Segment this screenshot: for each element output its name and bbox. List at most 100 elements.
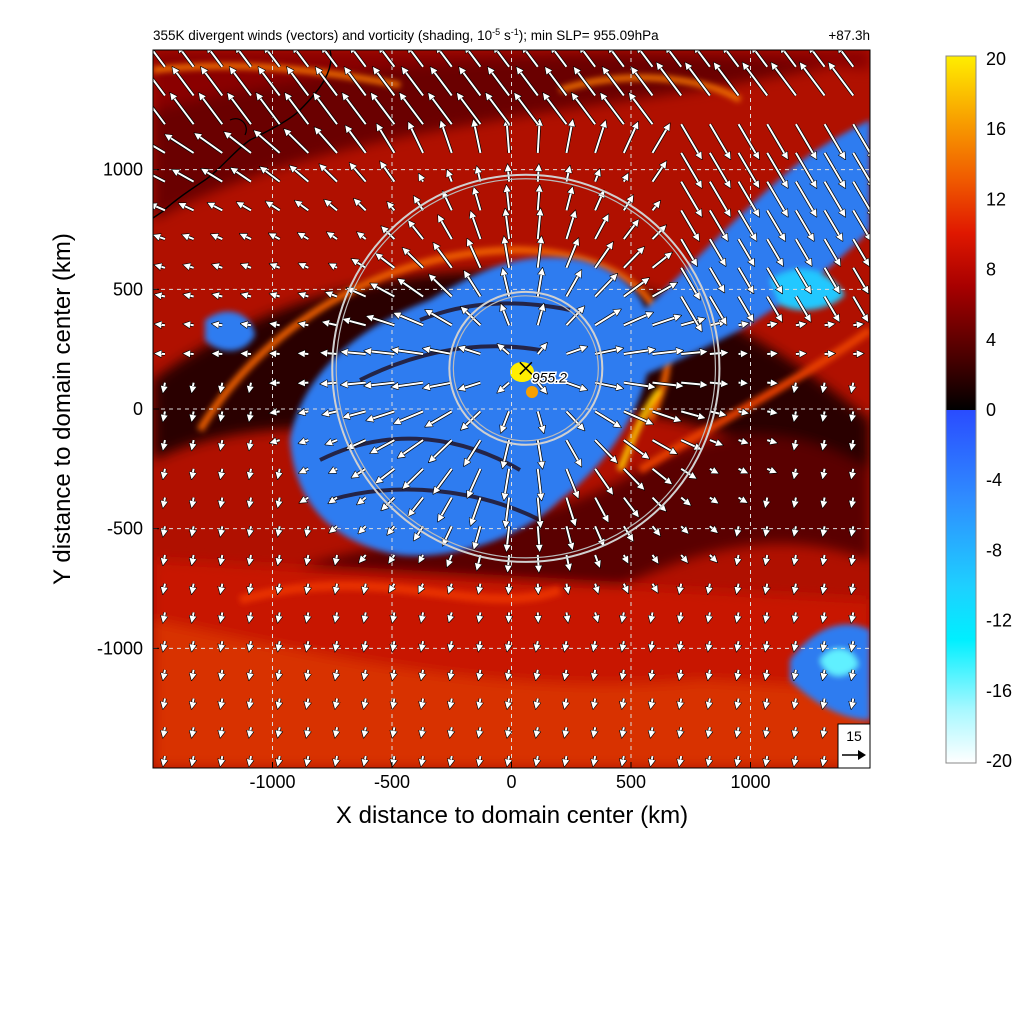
radius-ring (448, 290, 604, 446)
x-tick-label: 0 (506, 772, 516, 792)
wind-vector (318, 70, 338, 97)
wind-vector (680, 496, 688, 504)
wind-vector (346, 320, 366, 327)
wind-vector (352, 50, 367, 68)
wind-vector (507, 122, 509, 153)
wind-vector (766, 612, 767, 619)
wind-vector (346, 410, 366, 416)
wind-vector (766, 640, 767, 648)
wind-vector (450, 698, 451, 706)
wind-vector (852, 296, 866, 320)
wind-vector (537, 382, 545, 392)
wind-vector (566, 381, 584, 389)
wind-vector (737, 554, 738, 562)
wind-vector (853, 324, 860, 325)
wind-vector (565, 122, 572, 154)
wind-vector (250, 554, 251, 562)
wind-vector (506, 212, 511, 240)
wind-vector (680, 755, 681, 763)
wind-vector (565, 755, 566, 763)
wind-vector (448, 554, 452, 564)
wind-vector (315, 95, 338, 125)
wind-vector (307, 583, 308, 591)
wind-vector (623, 280, 647, 298)
y-tick-label: 0 (133, 399, 143, 419)
wind-vector (278, 727, 279, 734)
y-tick-label: 500 (113, 279, 143, 299)
y-axis-ticks: -1000 -500 0 500 1000 (97, 160, 159, 658)
wind-vector (359, 496, 367, 503)
colorbar-tick-label: -8 (986, 540, 1002, 560)
svg-text:355K divergent winds (vectors): 355K divergent winds (vectors) and vorti… (153, 27, 659, 43)
wind-vector (168, 136, 195, 154)
wind-vector (823, 669, 824, 677)
wind-vector (488, 95, 510, 125)
wind-vector (708, 727, 709, 734)
wind-vector (651, 669, 652, 677)
wind-vector (278, 698, 279, 706)
wind-vector (192, 526, 193, 533)
wind-vector (332, 469, 338, 472)
wind-vector (824, 324, 832, 325)
wind-vector (680, 612, 681, 619)
wind-vector (823, 238, 839, 263)
wind-vector (323, 50, 338, 68)
wind-vector (565, 190, 571, 211)
wind-vector (553, 50, 568, 68)
colorbar-tick-label: 0 (986, 400, 996, 420)
wind-vector (823, 698, 824, 706)
wind-vector (652, 410, 679, 420)
wind-vector (709, 554, 715, 560)
wind-vector (651, 612, 652, 619)
wind-vector (393, 612, 394, 619)
wind-vector (524, 50, 539, 68)
wind-vector (367, 383, 395, 386)
reference-vector-key: 15 (837, 723, 871, 769)
wind-vector (594, 468, 611, 492)
wind-vector (737, 123, 758, 156)
wind-vector (393, 640, 394, 648)
wind-vector (221, 698, 222, 706)
wind-vector (811, 50, 826, 68)
wind-vector (823, 583, 824, 591)
wind-vector (475, 525, 482, 546)
wind-vector (250, 755, 251, 763)
wind-vector (364, 612, 365, 619)
wind-vector (709, 267, 723, 290)
wind-vector (610, 50, 625, 68)
wind-vector (565, 526, 571, 547)
wind-vector (602, 95, 625, 125)
radius-rings (331, 173, 721, 563)
wind-vector (349, 439, 367, 447)
wind-vector (215, 265, 223, 267)
wind-vector (651, 164, 665, 183)
wind-vector (794, 698, 795, 706)
wind-vector (738, 440, 746, 442)
wind-vector (823, 468, 824, 476)
wind-vector (153, 77, 166, 97)
wind-vector (709, 526, 715, 531)
wind-vector (622, 669, 623, 677)
wind-vector (566, 612, 567, 619)
wind-vector (221, 382, 222, 390)
wind-vector (164, 612, 165, 619)
wind-vector (753, 50, 769, 68)
wind-vector (795, 324, 803, 325)
wind-vector (389, 525, 396, 532)
wind-vector (336, 698, 337, 706)
wind-vector (448, 173, 452, 183)
wind-vector (250, 612, 251, 619)
wind-vector (325, 323, 338, 326)
wind-vector (221, 497, 222, 505)
wind-vector (250, 497, 251, 505)
wind-vector (594, 276, 615, 298)
wind-vector (239, 204, 252, 212)
wind-vector (565, 439, 579, 464)
wind-vector (278, 468, 279, 476)
wind-vector (192, 382, 193, 390)
wind-vector (172, 95, 195, 125)
wind-vector (395, 350, 424, 355)
wind-vector (459, 95, 482, 125)
wind-vector (422, 727, 423, 734)
wind-vector (273, 294, 280, 296)
